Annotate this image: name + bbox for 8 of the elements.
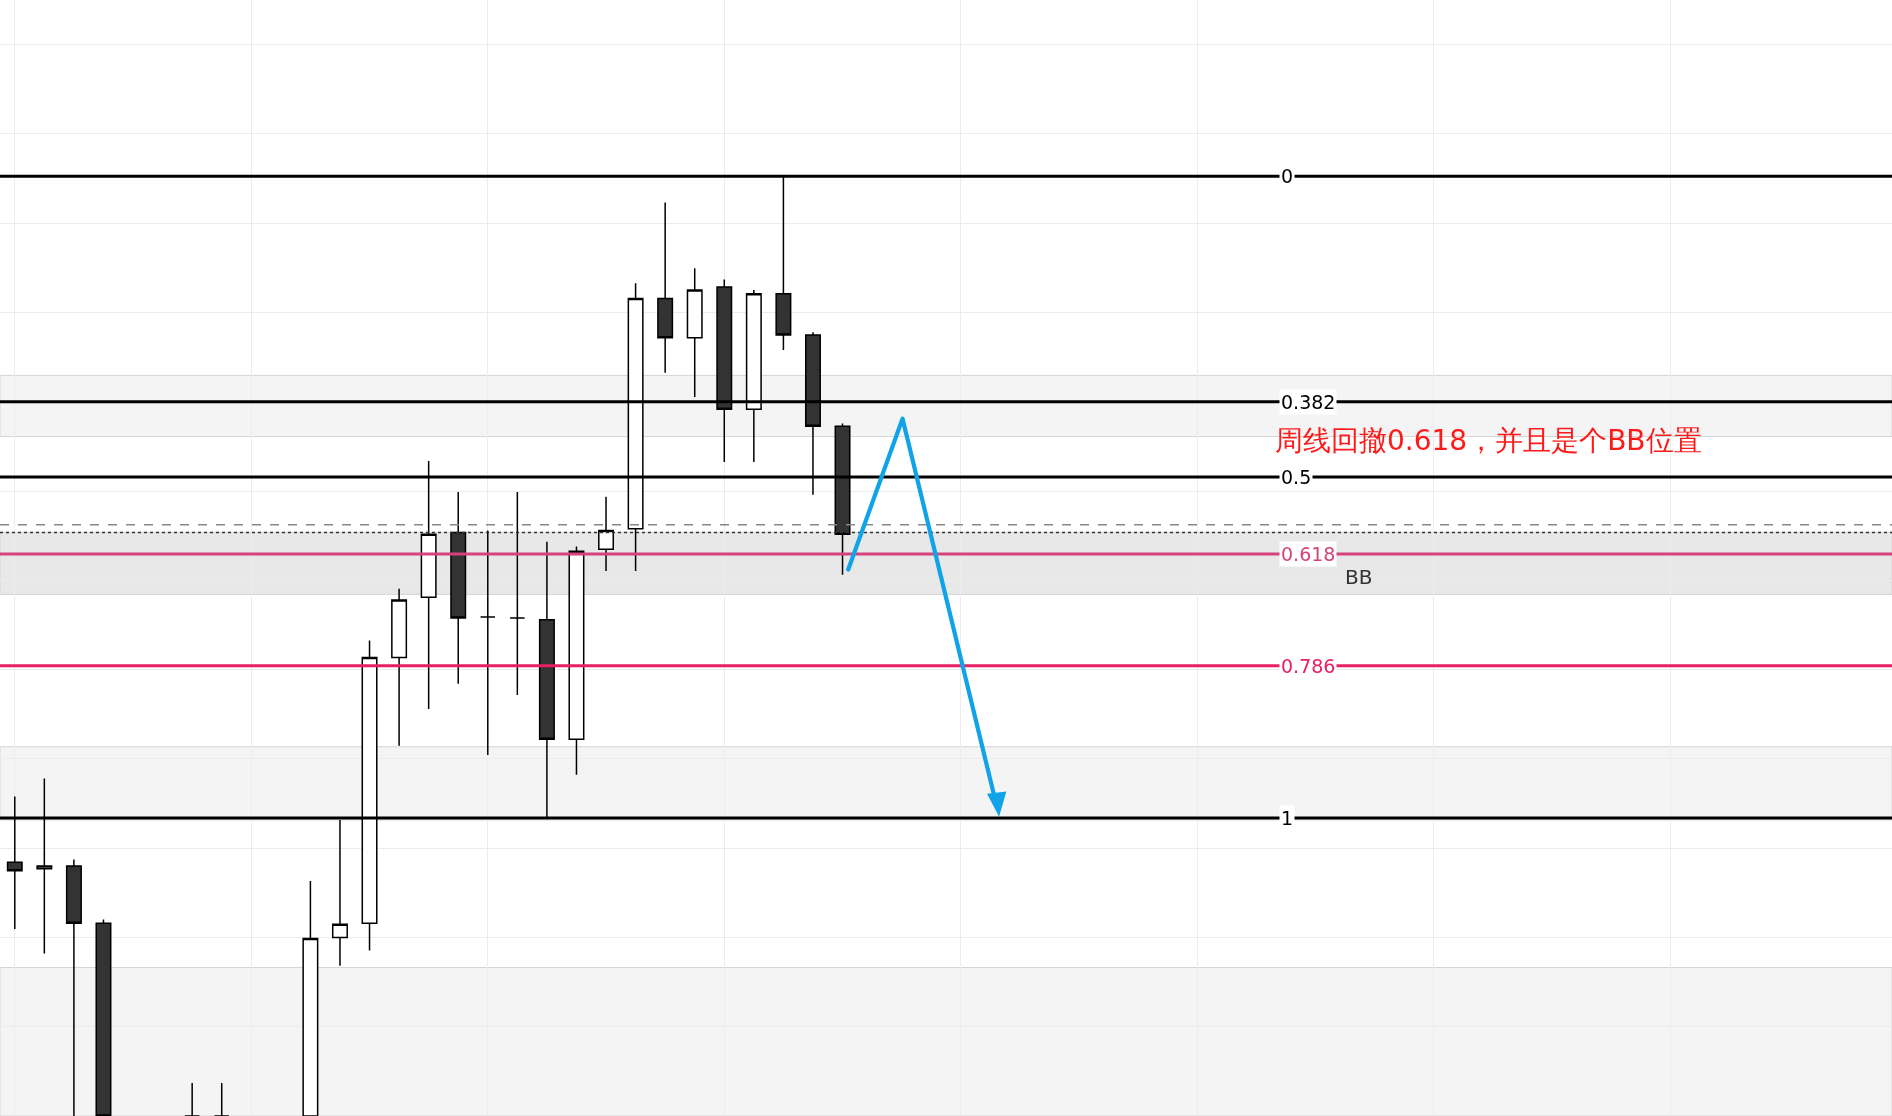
annotation: 0.382 [1281, 391, 1336, 413]
annotation: 0 [1281, 165, 1294, 187]
annotation: 0.5 [1281, 466, 1312, 488]
annotation: 0.618 [1281, 543, 1336, 565]
annotation: 1 [1281, 807, 1294, 829]
annotation: 周线回撤0.618，并且是个BB位置 [1275, 424, 1702, 457]
annotation: 0.786 [1281, 655, 1336, 677]
band-label: BB [1345, 565, 1373, 589]
